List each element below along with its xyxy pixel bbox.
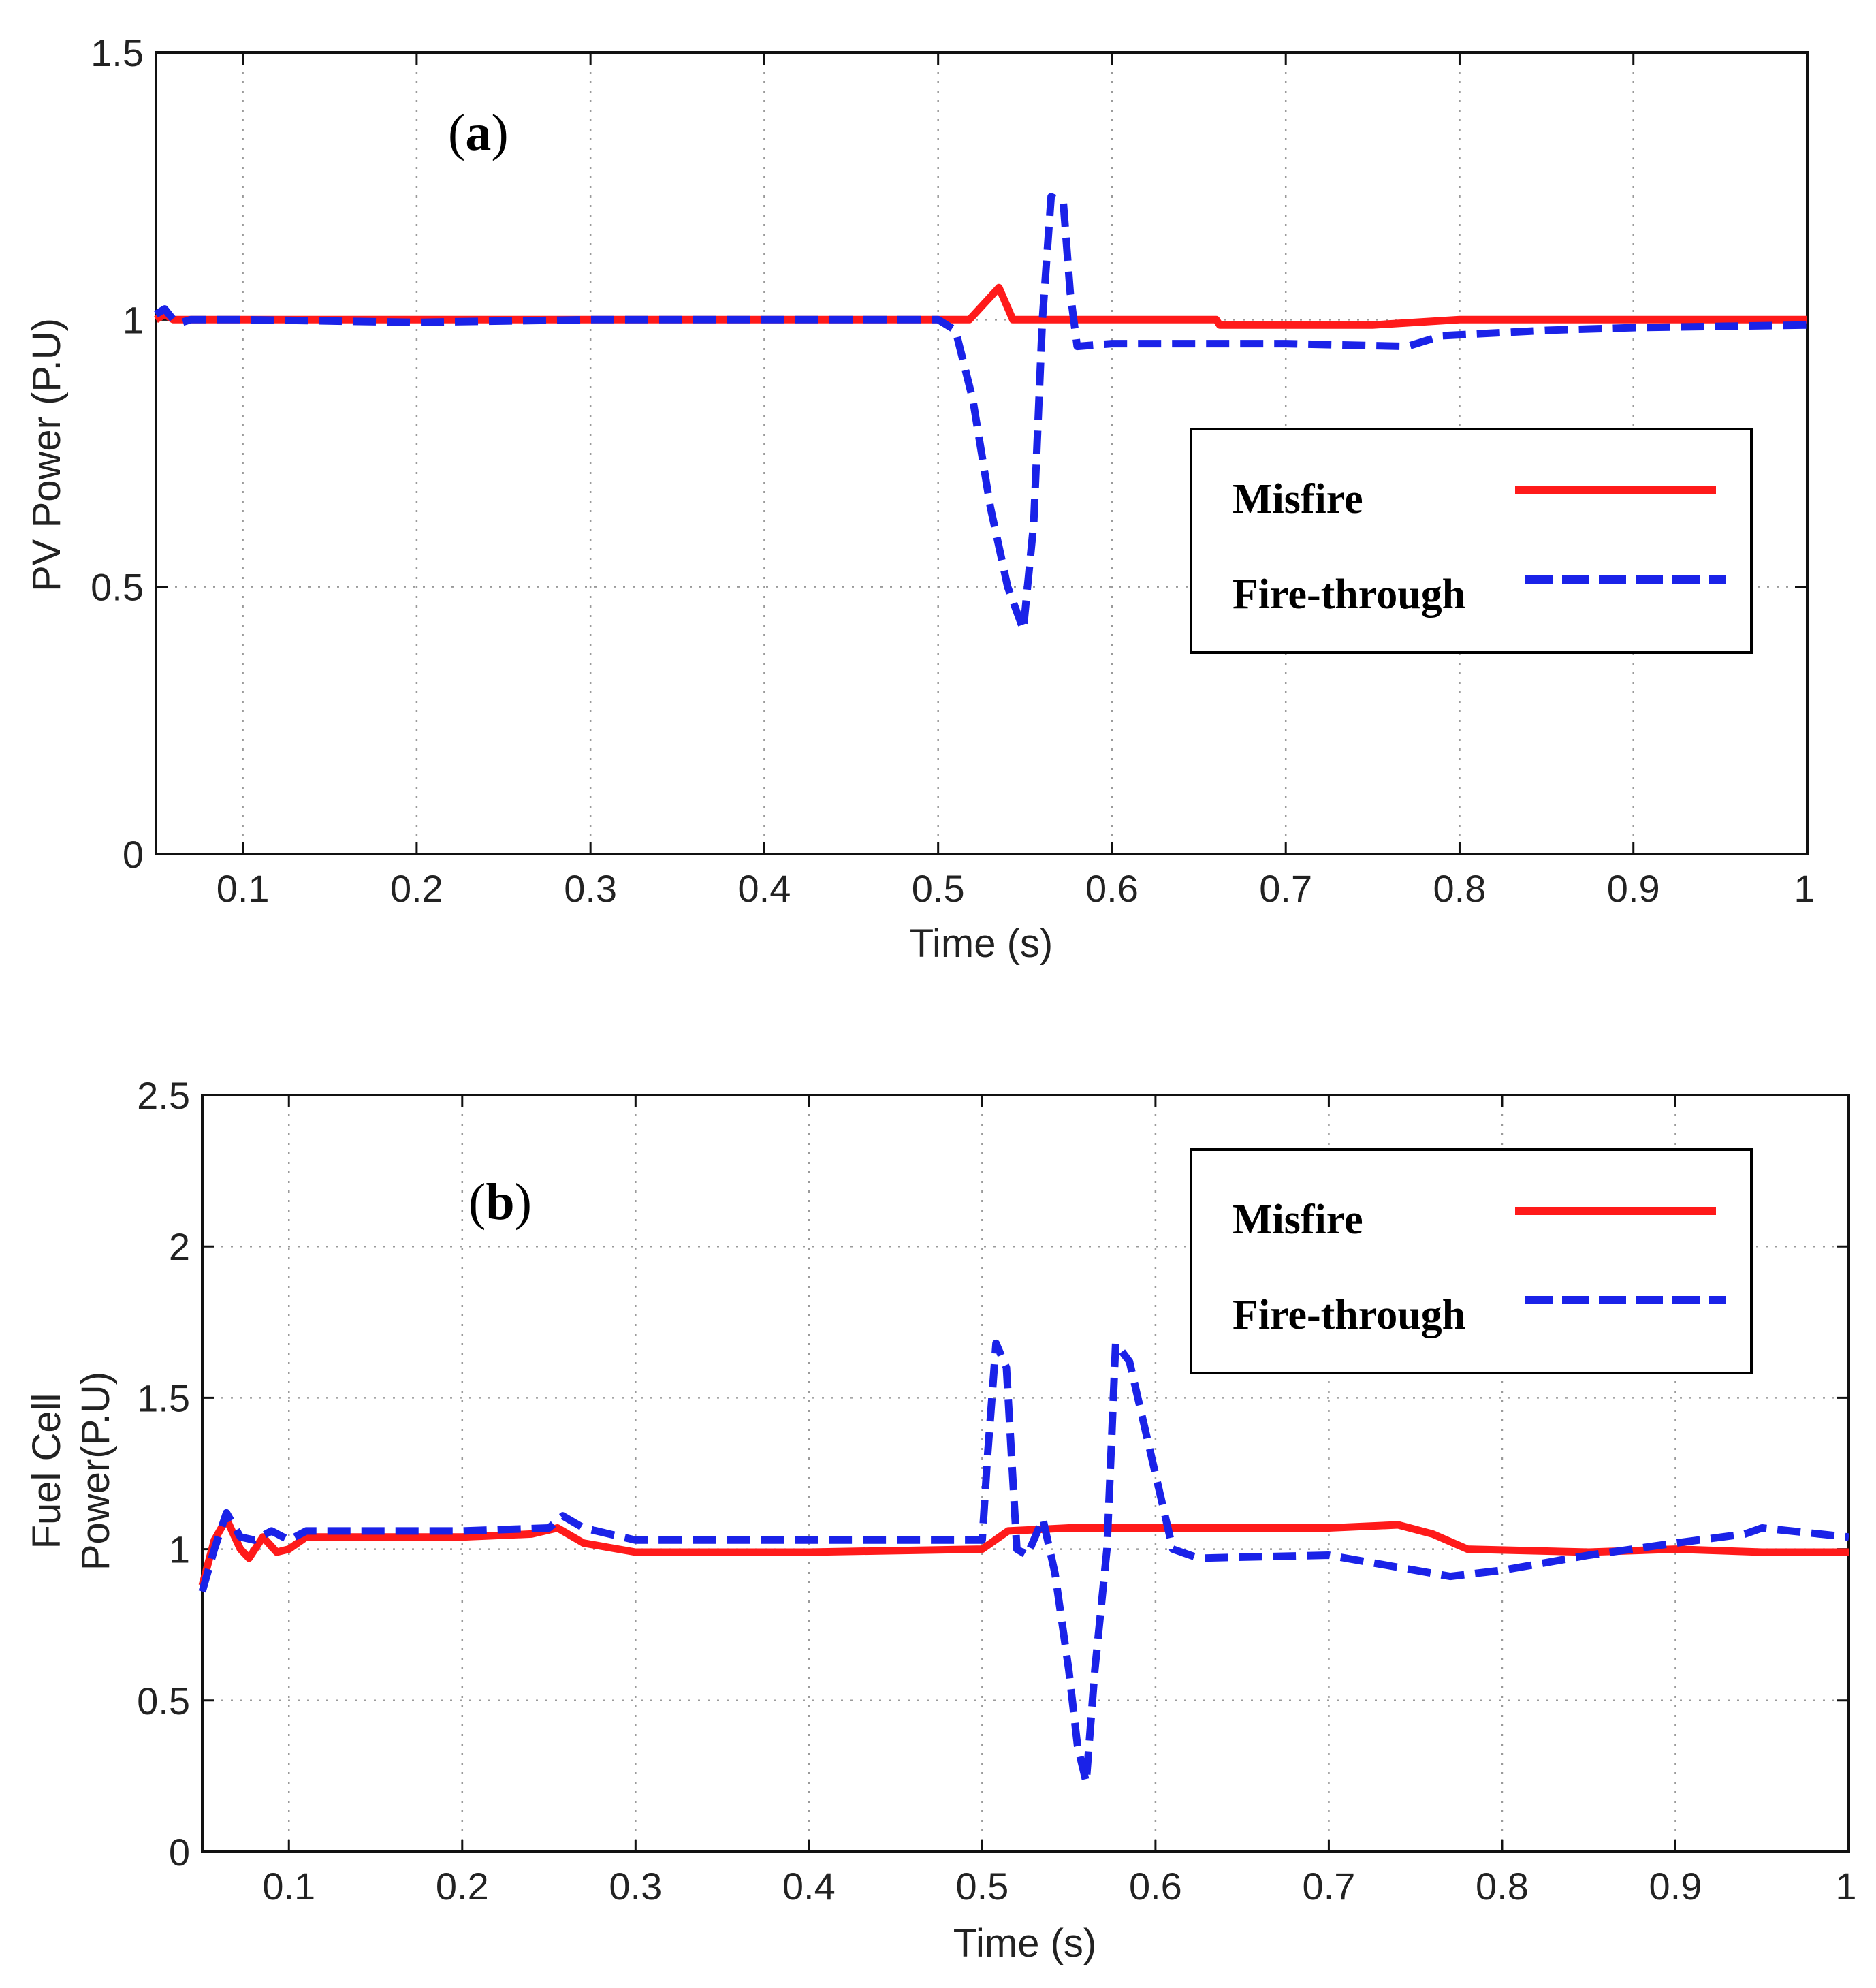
x-tick-label-b: 0.7 xyxy=(1302,1865,1355,1908)
y-axis-label-a: PV Power (P.U) xyxy=(25,318,69,592)
x-tick-label-a: 0.4 xyxy=(737,867,791,910)
x-tick-label-b: 0.2 xyxy=(436,1865,489,1908)
legend-label-fire-through-b: Fire-through xyxy=(1233,1292,1465,1338)
x-tick-label-b: 0.8 xyxy=(1476,1865,1529,1908)
y-tick-label-b: 1.5 xyxy=(137,1376,190,1419)
x-tick-label-b: 0.3 xyxy=(609,1865,662,1908)
y-tick-label-b: 0 xyxy=(169,1831,190,1874)
x-axis-label-b: Time (s) xyxy=(953,1921,1096,1966)
x-tick-label-a: 0.2 xyxy=(390,867,443,910)
x-tick-label-b: 0.6 xyxy=(1129,1865,1182,1908)
x-tick-label-a: 0.6 xyxy=(1085,867,1139,910)
series-line-fire-through-b xyxy=(198,1339,1849,1786)
panel-label-a: (a) xyxy=(448,104,509,161)
plot-frame-a xyxy=(155,51,1809,855)
series-group-b xyxy=(198,1339,1849,1786)
x-tick-label-a: 0.5 xyxy=(912,867,965,910)
x-tick-label-a: 0.1 xyxy=(217,867,270,910)
x-tick-label-b: 0.4 xyxy=(782,1865,836,1908)
series-line-fire-through-a xyxy=(154,193,1808,633)
grid-b xyxy=(202,1095,1849,1852)
x-tick-label-a: 0.7 xyxy=(1259,867,1312,910)
y-tick-label-b: 2 xyxy=(169,1225,190,1268)
panel-label-b: (b) xyxy=(468,1173,532,1231)
y-tick-label-a: 1 xyxy=(123,298,144,341)
x-tick-label-a: 0.9 xyxy=(1607,867,1660,910)
legend-label-fire-through-a: Fire-through xyxy=(1233,571,1465,618)
legend-a: Misfire Fire-through xyxy=(1190,428,1753,654)
x-tick-label-b: 1 xyxy=(1835,1865,1856,1908)
y-tick-label-a: 0.5 xyxy=(91,566,144,609)
legend-label-misfire-b: Misfire xyxy=(1233,1197,1363,1243)
panel-label-letter-b: b xyxy=(486,1173,514,1231)
x-axis-label-a: Time (s) xyxy=(910,921,1053,966)
plot-frame-b xyxy=(201,1094,1850,1853)
y-tick-label-b: 2.5 xyxy=(137,1074,190,1117)
x-tick-label-a: 0.3 xyxy=(564,867,617,910)
legend-box-a xyxy=(1190,428,1753,654)
axis-ticks-a: 0.1 0.2 0.3 0.4 0.5 0.6 0.7 0.8 0.9 1 0 0.5 1 1.5 xyxy=(91,31,1815,910)
series-group-a xyxy=(154,193,1808,633)
y-tick-label-a: 1.5 xyxy=(91,31,144,74)
legend-b: Misfire Fire-through xyxy=(1190,1148,1753,1374)
y-tick-label-b: 0.5 xyxy=(137,1679,190,1722)
legend-label-misfire-a: Misfire xyxy=(1233,476,1363,522)
panel-label-letter-a: a xyxy=(465,104,491,161)
y-axis-label-line-1-b: Fuel Cell xyxy=(25,1393,69,1549)
x-tick-label-b: 0.1 xyxy=(262,1865,315,1908)
y-axis-label-line-2-b: Power(P.U) xyxy=(74,1372,118,1571)
x-tick-label-a: 0.8 xyxy=(1433,867,1487,910)
x-tick-label-b: 0.9 xyxy=(1649,1865,1702,1908)
y-tick-label-b: 1 xyxy=(169,1528,190,1571)
axis-ticks-b: 0.1 0.2 0.3 0.4 0.5 0.6 0.7 0.8 0.9 1 0 0.5 1 1.5 2 2.5 xyxy=(137,1074,1856,1908)
legend-box-b xyxy=(1190,1148,1753,1374)
x-tick-label-a: 1 xyxy=(1794,867,1815,910)
chart-panel-b: 0.1 0.2 0.3 0.4 0.5 0.6 0.7 0.8 0.9 1 0 0.5 1 1.5 2 2.5… xyxy=(25,1074,1857,1966)
series-line-misfire-b xyxy=(198,1515,1849,1587)
x-tick-label-b: 0.5 xyxy=(955,1865,1008,1908)
y-tick-label-a: 0 xyxy=(123,833,144,876)
chart-panel-a: 0.1 0.2 0.3 0.4 0.5 0.6 0.7 0.8 0.9 1 0 0.5 1 1.5 Tim… xyxy=(25,31,1815,966)
